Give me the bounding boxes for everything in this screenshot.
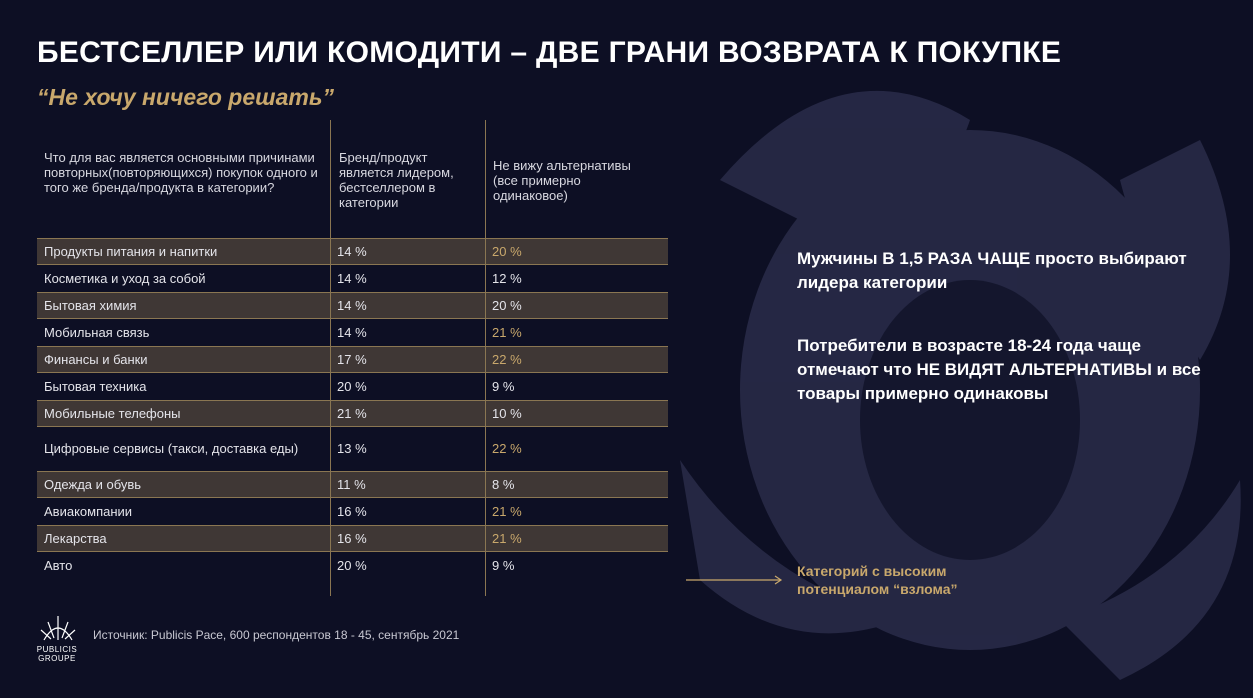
table-cell: 22 % [492, 351, 522, 367]
table-cell: 20 % [492, 297, 522, 313]
source: Источник: Publicis Pace, 600 респонденто… [93, 628, 460, 642]
table-row: Авто 20 % 9 % [37, 552, 668, 579]
table-cell: 10 % [492, 405, 522, 421]
table-cell: 21 % [492, 324, 522, 340]
table-cell: 9 % [492, 557, 515, 573]
table-cell: Лекарства [44, 530, 107, 546]
table-cell: Авиакомпании [44, 503, 133, 519]
table-row: Авиакомпании 16 % 21 % [37, 498, 668, 525]
note: Мужчины В 1,5 РАЗА ЧАЩЕ просто выбирают … [797, 249, 1187, 292]
arrow [686, 575, 783, 585]
table-cell: Одежда и обувь [44, 476, 142, 492]
title: БЕСТСЕЛЛЕР ИЛИ КОМОДИТИ – ДВЕ ГРАНИ ВОЗВ… [37, 36, 1062, 69]
table-header: Бренд/продукт является лидером, бестселл… [339, 150, 454, 210]
table-header: Что для вас является основными причинами… [44, 150, 318, 195]
table-cell: 13 % [337, 441, 367, 456]
table-row: Бытовая техника 20 % 9 % [37, 373, 668, 400]
table-cell: Авто [44, 557, 73, 573]
table-cell: 11 % [337, 476, 366, 492]
note: Потребители в возрасте 18-24 года чаще о… [797, 336, 1201, 403]
table-cell: 12 % [492, 270, 522, 286]
table-row: Цифровые сервисы (такси, доставка еды) 13… [37, 427, 668, 471]
logo: PUBLICIS GROUPE [36, 645, 78, 663]
table-cell: 17 % [337, 351, 367, 367]
table-row: Бытовая химия 14 % 20 % [37, 292, 668, 319]
table-row: Мобильная связь 14 % 21 % [37, 319, 668, 346]
table-cell: Бытовая техника [44, 378, 147, 394]
table-row: Одежда и обувь 11 % 8 % [37, 471, 668, 498]
table-row: Лекарства 16 % 21 % [37, 525, 668, 552]
legend: Категорий с высоким потенциалом “взлома” [797, 563, 958, 597]
lion-background [680, 90, 1241, 680]
table-cell: Бытовая химия [44, 297, 137, 313]
table-cell: 21 % [337, 405, 367, 421]
table-row: Продукты питания и напитки 14 % 20 % [37, 238, 668, 265]
table-row: Косметика и уход за собой 14 % 12 % [37, 265, 668, 292]
subtitle: “Не хочу ничего решать” [37, 84, 334, 110]
table-row: Финансы и банки 17 % 22 % [37, 346, 668, 373]
table-row: Мобильные телефоны 21 % 10 % [37, 400, 668, 427]
table-cell: 21 % [492, 503, 522, 519]
table-cell: 22 % [492, 441, 522, 456]
table-cell: Мобильные телефоны [44, 405, 181, 421]
table-cell: Финансы и банки [44, 351, 148, 367]
table-cell: 20 % [492, 243, 522, 259]
table-cell: 8 % [492, 476, 515, 492]
table-cell: 14 % [337, 324, 367, 340]
divider [485, 120, 486, 596]
table-cell: Продукты питания и напитки [44, 243, 218, 259]
table-cell: 16 % [337, 503, 367, 519]
logo-icon [40, 616, 76, 641]
table-cell: Косметика и уход за собой [44, 270, 206, 286]
table-cell: 14 % [337, 243, 367, 259]
table-cell: 20 % [337, 557, 367, 573]
table-cell: 20 % [337, 378, 367, 394]
divider [330, 120, 331, 596]
table-header: Не вижу альтернативы (все примерно одина… [493, 158, 631, 203]
table-cell: 16 % [337, 530, 367, 546]
table-cell: 14 % [337, 270, 367, 286]
table-cell: Цифровые сервисы (такси, доставка еды) [44, 441, 299, 456]
table-cell: 9 % [492, 378, 515, 394]
table-cell: Мобильная связь [44, 324, 150, 340]
table-cell: 21 % [492, 530, 522, 546]
table-cell: 14 % [337, 297, 367, 313]
